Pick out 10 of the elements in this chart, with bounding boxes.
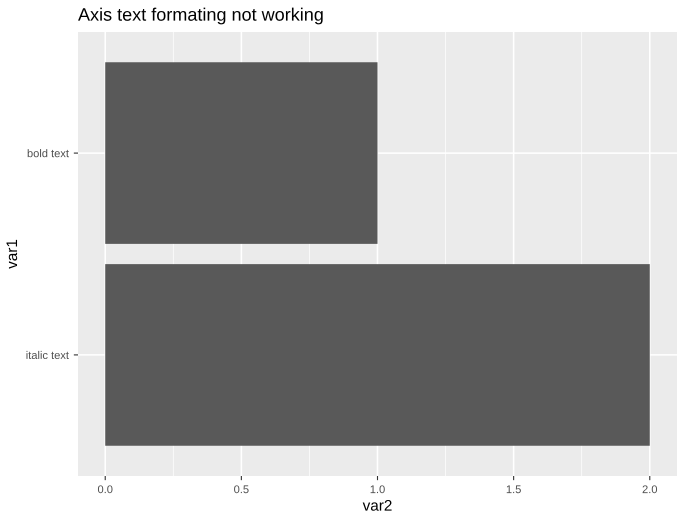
x-tick-label: 1.0 xyxy=(370,485,385,494)
y-tick-label: italic text xyxy=(26,350,69,360)
y-axis-title: var1 xyxy=(6,240,18,269)
chart-title: Axis text formating not working xyxy=(78,8,323,24)
x-tick-label: 0.5 xyxy=(234,485,249,494)
x-tick-label: 1.5 xyxy=(506,485,521,494)
x-tick-label: 0.0 xyxy=(98,485,113,494)
y-tick-label: bold text xyxy=(28,149,69,158)
x-tick-label: 2.0 xyxy=(642,485,658,494)
x-axis-title: var2 xyxy=(362,500,392,511)
